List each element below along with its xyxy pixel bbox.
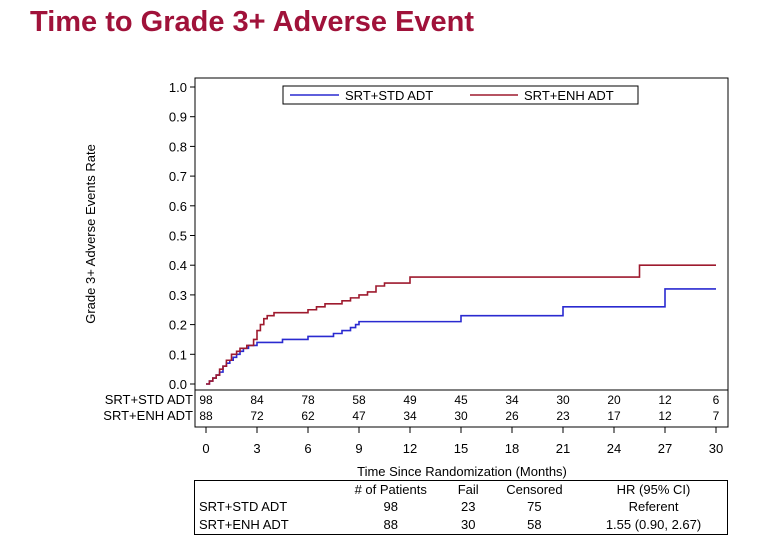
summary-table: # of Patients Fail Censored HR (95% CI) … <box>194 480 728 535</box>
y-tick-label: 0.5 <box>169 229 187 244</box>
summary-cell: 23 <box>460 498 476 514</box>
risk-value: 47 <box>352 409 366 423</box>
summary-cell: 88 <box>383 517 398 533</box>
y-tick-label: 0.0 <box>169 377 187 392</box>
risk-value: 72 <box>250 409 264 423</box>
risk-value: 26 <box>505 409 519 423</box>
x-tick-label: 0 <box>202 441 209 456</box>
risk-value: 12 <box>658 409 672 423</box>
curve-std <box>206 288 716 385</box>
summary-header-cell <box>195 481 334 498</box>
y-axis: 0.0 0.1 0.2 0.3 0.4 0.5 0.6 0.7 0.8 0.9 1.0 <box>169 80 195 392</box>
summary-cell: 58 <box>527 517 542 533</box>
risk-value: 23 <box>556 409 570 423</box>
risk-value: 49 <box>403 393 417 407</box>
risk-row-label: SRT+ENH ADT <box>103 408 193 423</box>
summary-cell: 98 <box>383 498 398 514</box>
risk-table: SRT+STD ADT 98 84 78 58 49 45 34 30 20 12 6 SRT+ENH … <box>103 392 719 423</box>
legend-label: SRT+STD ADT <box>345 88 433 103</box>
summary-row: SRT+ENH ADT 88 30 58 1.55 (0.90, 2.67) <box>195 515 728 534</box>
summary-cell: 30 <box>460 517 476 533</box>
x-tick-label: 12 <box>403 441 417 456</box>
x-tick-label: 27 <box>658 441 672 456</box>
risk-value: 98 <box>199 393 213 407</box>
x-tick-label: 24 <box>607 441 621 456</box>
survival-curves <box>206 264 716 385</box>
risk-value: 84 <box>250 393 264 407</box>
summary-header-cell: # of Patients <box>354 481 427 497</box>
risk-value: 12 <box>658 393 672 407</box>
y-tick-label: 0.1 <box>169 347 187 362</box>
x-tick-label: 18 <box>505 441 519 456</box>
y-tick-label: 0.6 <box>169 199 187 214</box>
summary-cell: 1.55 (0.90, 2.67) <box>605 517 702 533</box>
risk-value: 30 <box>556 393 570 407</box>
summary-cell: Referent <box>628 498 679 514</box>
y-tick-label: 0.7 <box>169 169 187 184</box>
x-tick-label: 15 <box>454 441 468 456</box>
risk-value: 45 <box>454 393 468 407</box>
summary-cell: SRT+ENH ADT <box>199 517 289 533</box>
y-tick-label: 0.8 <box>169 139 187 154</box>
summary-cell: 75 <box>527 498 542 514</box>
curve-enh <box>206 264 716 385</box>
risk-value: 88 <box>199 409 213 423</box>
risk-value: 30 <box>454 409 468 423</box>
risk-value: 78 <box>301 393 315 407</box>
risk-value: 34 <box>505 393 519 407</box>
x-tick-label: 3 <box>253 441 260 456</box>
risk-value: 20 <box>607 393 621 407</box>
plot-frame <box>194 77 729 428</box>
risk-value: 17 <box>607 409 621 423</box>
risk-value: 7 <box>713 409 720 423</box>
summary-row: SRT+STD ADT 98 23 75 Referent <box>195 497 728 515</box>
km-chart: 0.0 0.1 0.2 0.3 0.4 0.5 0.6 0.7 0.8 0.9 1.0 0 3 6 9 12… <box>83 77 729 479</box>
y-tick-label: 0.4 <box>169 258 187 273</box>
summary-header-cell: Censored <box>506 481 563 497</box>
risk-value: 34 <box>403 409 417 423</box>
x-tick-label: 9 <box>355 441 362 456</box>
y-tick-label: 0.2 <box>169 318 187 333</box>
y-tick-label: 0.9 <box>169 110 187 125</box>
legend-box <box>282 85 639 105</box>
risk-value: 58 <box>352 393 366 407</box>
x-axis-label: Time Since Randomization (Months) <box>357 464 567 479</box>
x-tick-label: 21 <box>556 441 570 456</box>
summary-header-cell: HR (95% CI) <box>616 481 691 497</box>
risk-row-label: SRT+STD ADT <box>105 392 193 407</box>
y-tick-label: 0.3 <box>169 288 187 303</box>
x-tick-label: 30 <box>709 441 723 456</box>
chart-title: Time to Grade 3+ Adverse Event <box>30 6 475 38</box>
y-axis-label: Grade 3+ Adverse Events Rate <box>83 144 98 324</box>
legend: SRT+STD ADT SRT+ENH ADT <box>282 85 639 105</box>
legend-label: SRT+ENH ADT <box>524 88 614 103</box>
y-tick-label: 1.0 <box>169 80 187 95</box>
summary-header-cell: Fail <box>457 481 479 497</box>
risk-value: 62 <box>301 409 315 423</box>
summary-cell: SRT+STD ADT <box>199 498 288 514</box>
x-tick-label: 6 <box>304 441 311 456</box>
risk-value: 6 <box>713 393 720 407</box>
x-axis: 0 3 6 9 12 15 18 21 24 27 30 <box>202 427 723 456</box>
summary-header-row: # of Patients Fail Censored HR (95% CI) <box>195 481 728 498</box>
